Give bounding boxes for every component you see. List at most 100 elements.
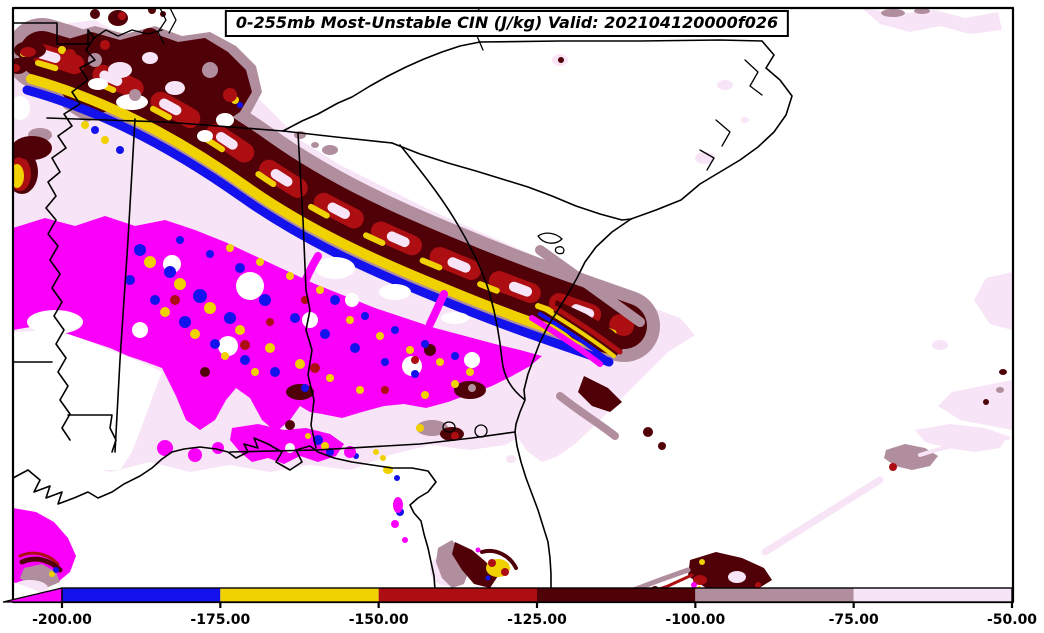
speckle-yellow <box>190 329 200 339</box>
contour-band <box>918 436 1010 457</box>
atlantic-streak <box>761 476 884 556</box>
speckle-yellow <box>321 442 329 450</box>
speckle-blue <box>270 367 280 377</box>
speckle-blue <box>134 244 146 256</box>
speckle-yellow <box>346 316 354 324</box>
speckle-yellow <box>436 358 444 366</box>
speckle-light_pink <box>142 52 158 64</box>
contour-band <box>538 312 610 362</box>
missouri-bootheel-border <box>12 22 89 45</box>
speckle-magenta <box>691 582 697 588</box>
speckle-blue <box>235 263 245 273</box>
bahamas-maroon <box>688 552 772 594</box>
colorbar-segment-maroon <box>537 588 696 602</box>
speckle-white <box>464 352 480 368</box>
speckle-blue <box>237 102 243 108</box>
speckle-yellow <box>295 359 305 369</box>
speckle-white <box>27 310 83 334</box>
speckle-yellow <box>174 278 186 290</box>
kentucky-tennessee-border <box>93 29 163 39</box>
speckle-yellow <box>376 332 384 340</box>
contour-patch <box>315 257 355 279</box>
colorbar-segment-blue <box>62 588 221 602</box>
speckle-red <box>488 559 496 567</box>
colorbar-tick-label: -150.00 <box>349 612 409 628</box>
speckle-mauve <box>202 62 218 78</box>
speckle-yellow <box>204 302 216 314</box>
speckle-blue <box>150 295 160 305</box>
speckle-blue <box>381 358 389 366</box>
northcarolina-southcarolina-border <box>391 142 632 221</box>
speckle-mauve <box>881 9 905 17</box>
speckle-yellow <box>226 244 234 252</box>
speckle-maroon <box>999 369 1007 375</box>
speckle-light_pink <box>165 81 185 95</box>
speckle-yellow <box>256 258 264 266</box>
speckle-blue <box>361 312 369 320</box>
speckle-blue <box>259 294 271 306</box>
contour-fill <box>938 380 1012 430</box>
mississippi-river <box>45 29 96 441</box>
atlantic-mauve-blob <box>884 444 938 470</box>
map-title: 0-255mb Most-Unstable CIN (J/kg) Valid: … <box>235 13 779 32</box>
speckle-mauve <box>322 145 338 155</box>
speckle-blue <box>411 370 419 378</box>
speckle-light_pink <box>108 62 132 78</box>
speckle-mauve <box>311 142 319 148</box>
speckle-blue <box>330 295 340 305</box>
speckle-magenta <box>188 448 202 462</box>
contour-patch <box>13 164 24 188</box>
speckle-red <box>20 47 36 57</box>
colorbar-segment-red <box>378 588 537 602</box>
band-holes <box>37 49 629 331</box>
speckle-yellow <box>699 559 705 565</box>
speckle-yellow <box>81 121 89 129</box>
speckle-yellow <box>235 325 245 335</box>
mississippi-alabama-border <box>114 118 136 453</box>
colorbar-tick-label: -125.00 <box>507 612 567 628</box>
colorbar-tick-label: -75.00 <box>829 612 879 628</box>
speckle-light_pink <box>932 340 948 350</box>
contour-patch <box>379 284 411 300</box>
speckle-yellow <box>58 46 66 54</box>
speckle-white <box>216 113 234 127</box>
contour-band <box>544 308 616 358</box>
speckle-blue <box>91 126 99 134</box>
speckle-yellow <box>286 272 294 280</box>
speckle-red <box>310 363 320 373</box>
speckle-red <box>64 49 76 61</box>
speckle-maroon <box>658 442 666 450</box>
contour-band <box>480 549 518 570</box>
speckle-blue <box>240 355 250 365</box>
speckle-white <box>218 336 238 356</box>
colorbar-segment-yellow <box>220 588 379 602</box>
contour-patch <box>441 312 469 324</box>
speckle-maroon <box>90 9 100 19</box>
title-box: 0-255mb Most-Unstable CIN (J/kg) Valid: … <box>224 10 790 37</box>
speckle-white <box>345 293 359 307</box>
speckle-blue <box>451 352 459 360</box>
speckle-maroon <box>285 420 295 430</box>
colorbar: -200.00 -175.00 -150.00 -125.00 -100.00 -75.0… <box>2 587 1037 628</box>
speckle-maroon <box>983 399 989 405</box>
pamlico-sound <box>699 59 763 171</box>
colorbar-segment-light_pink <box>853 588 1012 602</box>
speckle-white <box>236 272 264 300</box>
speckle-magenta <box>393 497 403 513</box>
speckle-yellow <box>144 256 156 268</box>
contour-patch <box>286 384 314 400</box>
contour-band <box>535 245 645 327</box>
contour-band <box>18 551 60 566</box>
contour-band <box>426 290 448 328</box>
speckle-magenta <box>475 547 481 553</box>
atlantic-coast <box>514 40 793 603</box>
speckle-blue <box>206 250 214 258</box>
contour-patch <box>416 420 448 436</box>
contour-band <box>549 303 623 355</box>
speckle-light_pink <box>717 80 733 90</box>
speckle-light_pink <box>741 117 749 123</box>
speckle-yellow <box>380 455 386 461</box>
contour-patch <box>728 571 746 583</box>
speckle-white <box>197 130 213 142</box>
speckle-yellow <box>416 424 424 432</box>
